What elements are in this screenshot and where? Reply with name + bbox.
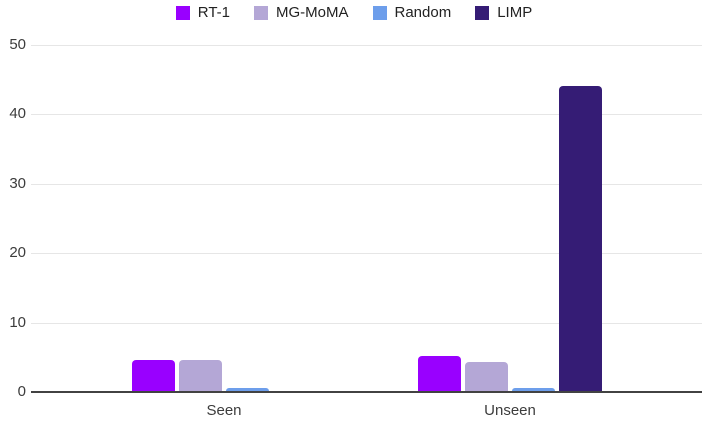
bar-rt-1-unseen <box>418 356 461 391</box>
plot-area <box>31 45 702 393</box>
legend-label-limp: LIMP <box>497 4 533 21</box>
gridline-y-40 <box>31 114 702 116</box>
x-tick-label-unseen: Unseen <box>484 402 536 419</box>
gridline-y-20 <box>31 253 702 255</box>
x-tick-label-seen: Seen <box>206 402 242 419</box>
y-tick-label-40: 40 <box>9 105 26 123</box>
legend-item-mg-moma: MG-MoMA <box>254 5 349 21</box>
y-tick-label-10: 10 <box>9 313 26 331</box>
gridline-y-30 <box>31 183 702 185</box>
y-tick-label-30: 30 <box>9 174 26 192</box>
legend-swatch-random <box>372 6 387 20</box>
legend-item-limp: LIMP <box>475 5 532 21</box>
legend-label-rt-1: RT-1 <box>197 4 230 21</box>
legend-swatch-mg-moma <box>254 6 268 20</box>
x-axis-baseline <box>31 391 702 393</box>
bar-mg-moma-unseen <box>465 362 508 391</box>
bar-group-seen <box>132 360 316 391</box>
y-tick-label-0: 0 <box>17 383 26 400</box>
bar-group-unseen <box>418 86 602 391</box>
legend-swatch-limp <box>475 6 490 20</box>
gridline-y-10 <box>31 322 702 324</box>
chart-legend: RT-1 MG-MoMA Random LIMP <box>0 5 708 21</box>
legend-item-rt-1: RT-1 <box>175 4 230 21</box>
legend-label-random: Random <box>394 4 452 21</box>
bar-limp-unseen <box>559 86 602 391</box>
bar-mg-moma-seen <box>179 360 222 391</box>
bar-rt-1-seen <box>132 360 175 391</box>
bar-random-seen <box>226 388 269 391</box>
legend-swatch-rt-1 <box>175 6 190 20</box>
y-tick-label-20: 20 <box>9 244 26 262</box>
legend-item-random: Random <box>372 4 452 21</box>
bar-random-unseen <box>512 388 555 391</box>
legend-label-mg-moma: MG-MoMA <box>276 4 349 21</box>
y-tick-label-50: 50 <box>9 36 26 53</box>
gridline-y-50 <box>31 45 702 46</box>
